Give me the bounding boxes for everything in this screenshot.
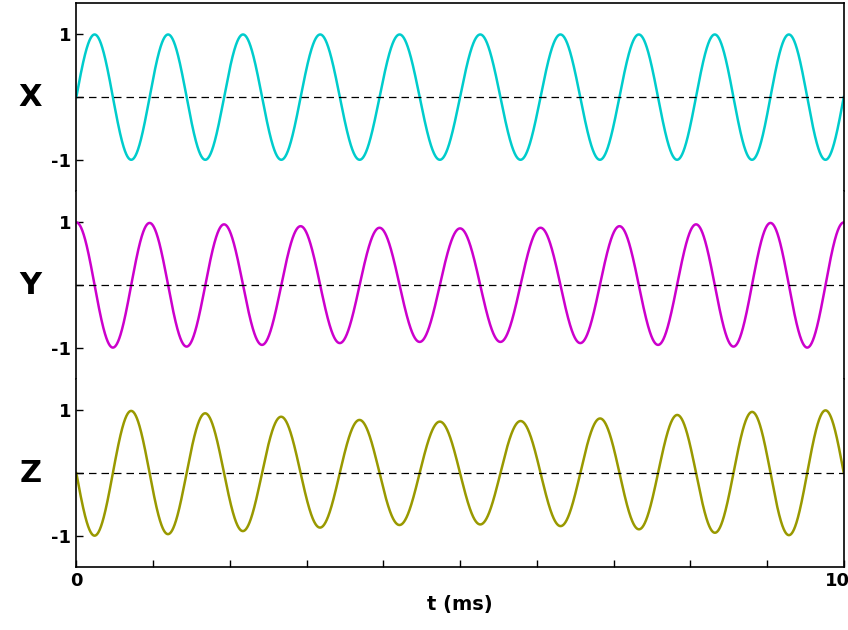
Text: X: X — [19, 83, 42, 112]
Text: Z: Z — [20, 459, 42, 488]
X-axis label: t (ms): t (ms) — [427, 595, 493, 614]
Text: Y: Y — [20, 270, 42, 300]
